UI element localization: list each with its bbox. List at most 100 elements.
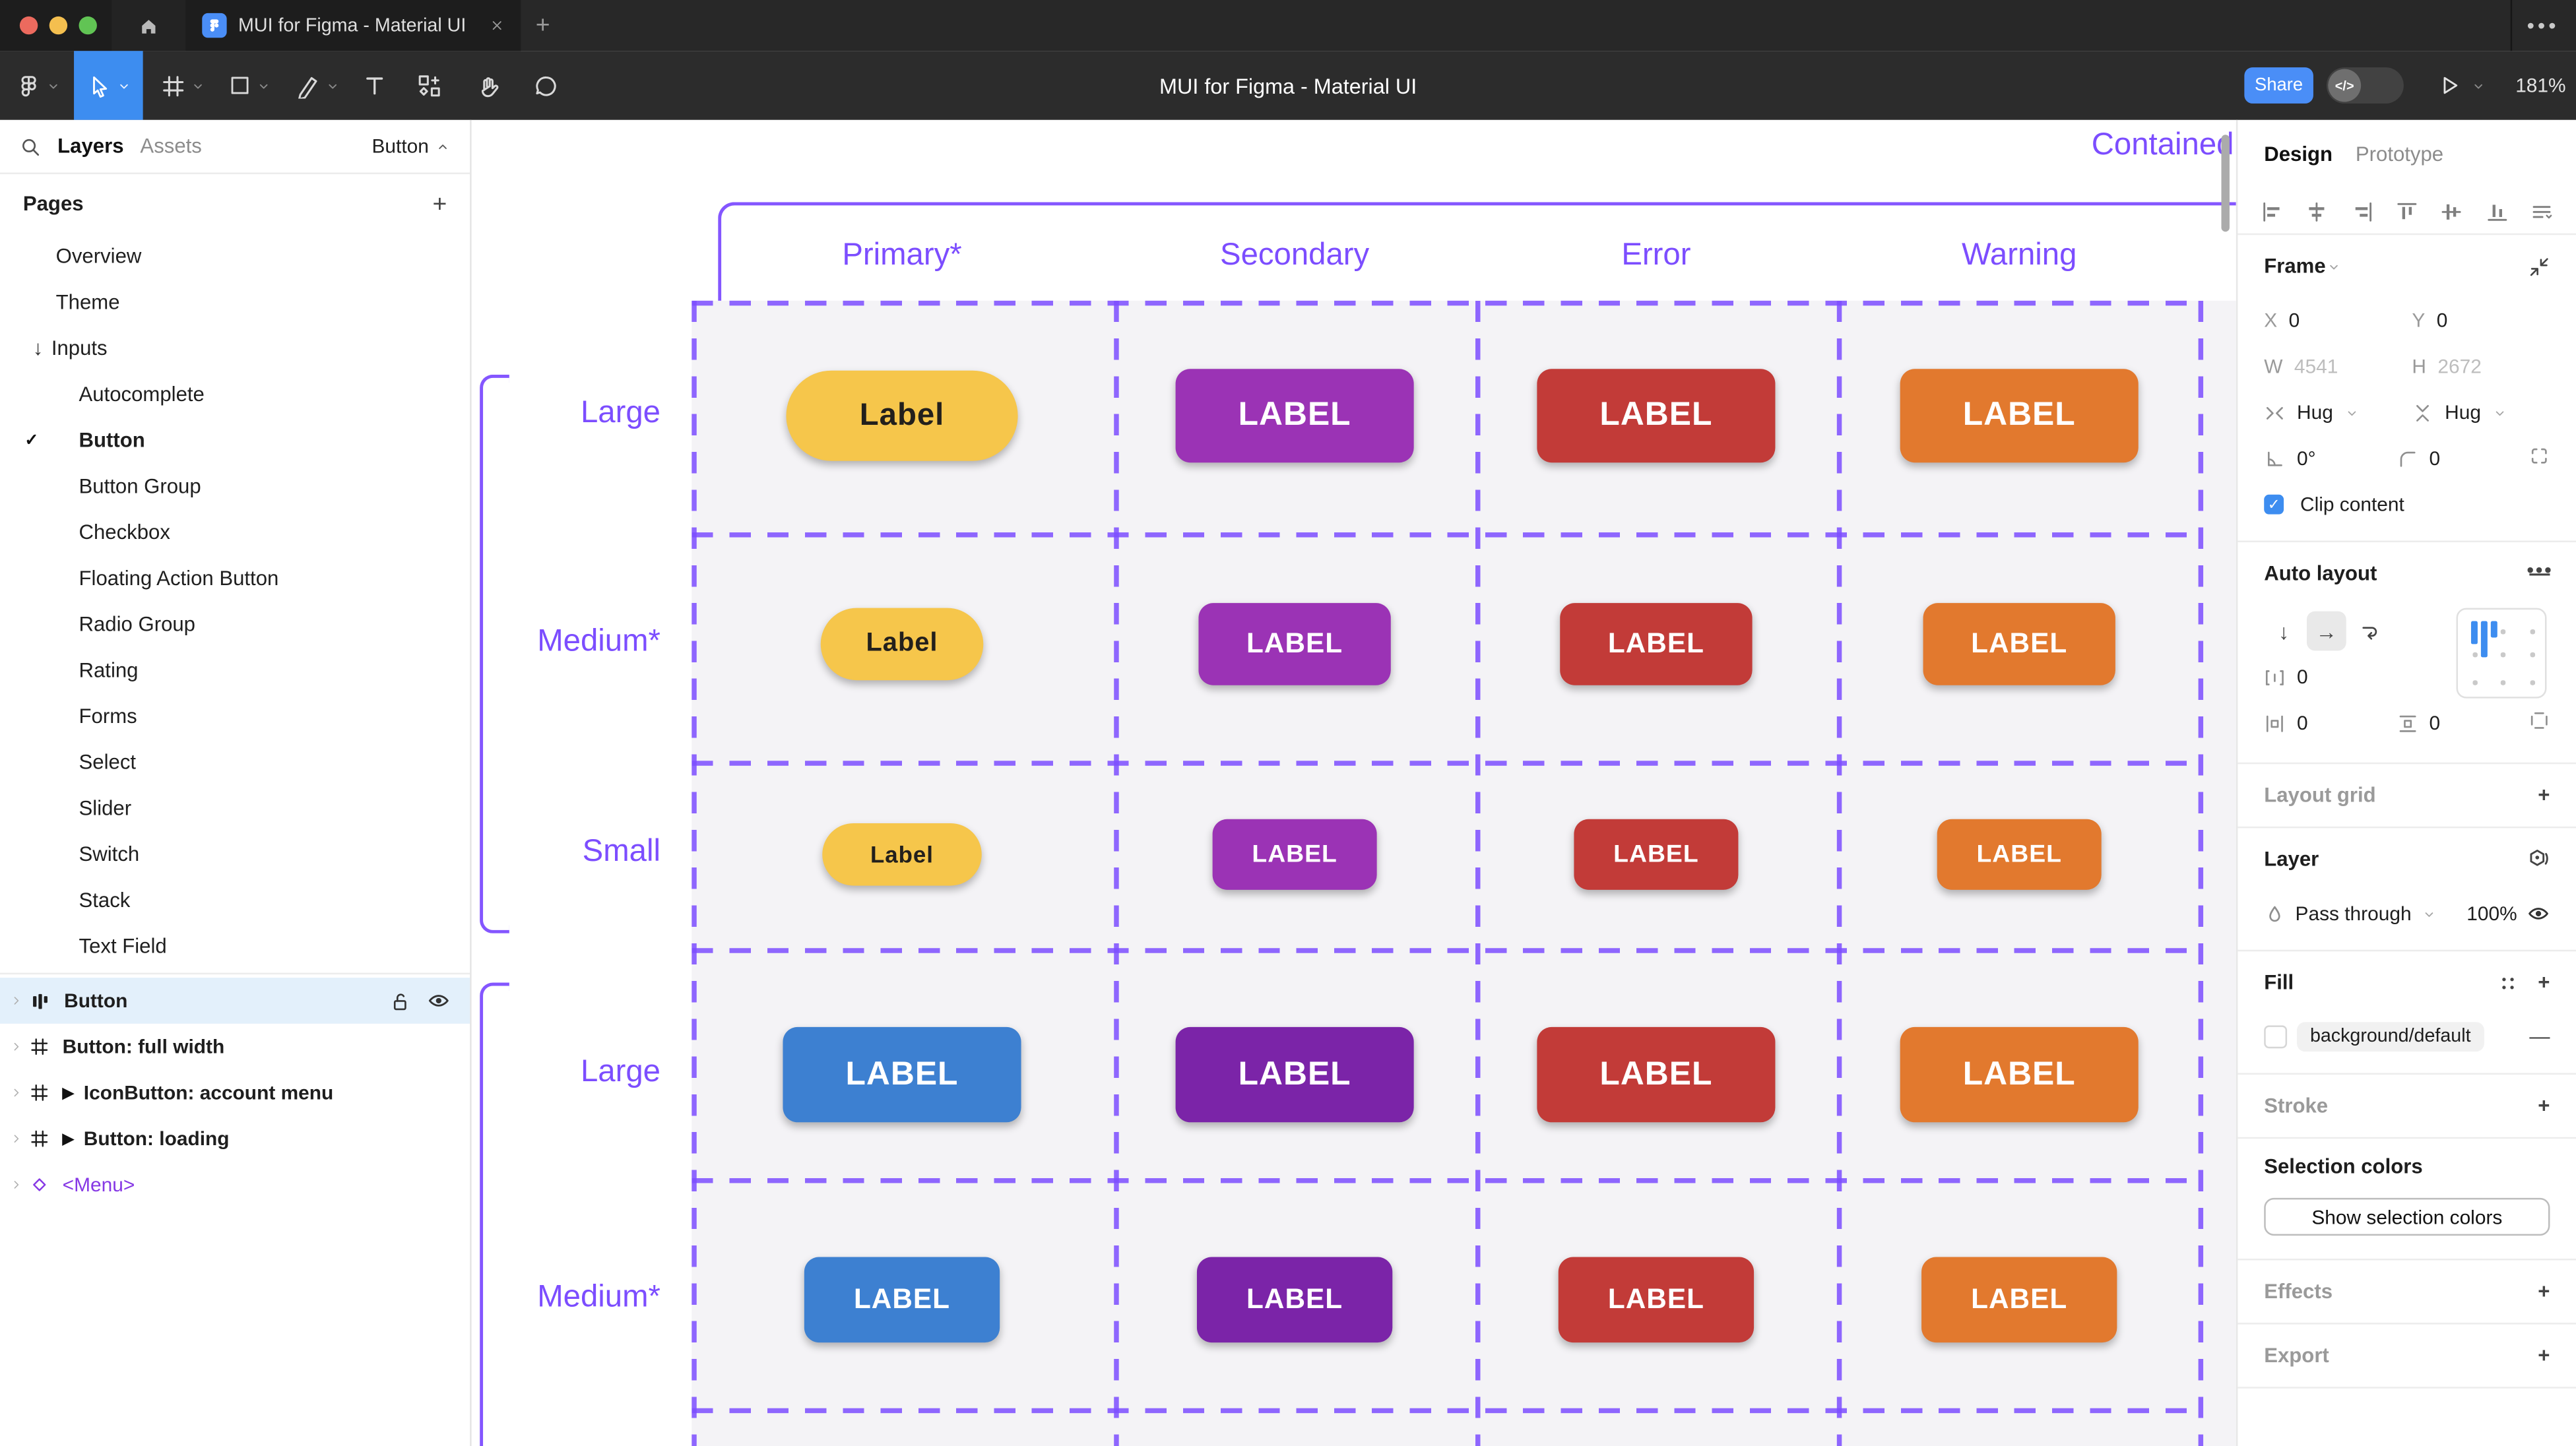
blend-mode-icon[interactable] [2527,848,2550,871]
layout-vertical-button[interactable]: ↓ [2278,618,2290,644]
hug-width-dropdown[interactable]: Hug [2264,401,2402,424]
button-grid-frame[interactable]: Label LABEL LABEL LABEL Label LABEL LABEL LABEL… [692,300,2236,1446]
page-item-rating[interactable]: Rating [0,647,470,693]
vertical-padding-field[interactable]: 0 [2397,712,2519,734]
eye-icon[interactable] [427,990,450,1013]
layer-row-button-loading[interactable]: ▶ Button: loading [0,1116,470,1162]
page-item-forms[interactable]: Forms [0,693,470,739]
document-tab[interactable]: MUI for Figma - Material UI [185,0,521,51]
page-item-select[interactable]: Select [0,739,470,786]
tab-layers[interactable]: Layers [57,135,124,158]
align-v-center-icon[interactable] [2440,200,2463,223]
opacity-value[interactable]: 100% [2466,902,2517,926]
rotation-field[interactable]: 0° [2264,447,2387,470]
main-menu-button[interactable] [16,51,61,120]
layout-horizontal-button[interactable]: → [2306,611,2346,651]
expand-chevron-icon[interactable] [10,1132,23,1145]
button-medium-secondary[interactable]: LABEL [1198,603,1391,685]
pen-tool-button[interactable] [296,51,340,120]
width-field[interactable]: W 4541 [2264,355,2338,378]
search-icon[interactable] [20,135,41,156]
button-medium-error[interactable]: LABEL [1558,1257,1755,1343]
text-tool-button[interactable] [363,51,386,120]
expand-chevron-icon[interactable] [10,994,23,1007]
independent-padding-icon[interactable] [2528,710,2550,731]
button-medium-warning[interactable]: LABEL [1923,603,2115,685]
page-item-floating-action-button[interactable]: Floating Action Button [0,555,470,602]
selection-jump-chip[interactable]: Button [371,135,450,158]
button-large-warning[interactable]: LABEL [1900,1026,2139,1123]
button-large-secondary[interactable]: LABEL [1175,369,1414,463]
chevron-down-icon[interactable] [2471,78,2486,92]
hug-height-dropdown[interactable]: Hug [2412,401,2550,424]
shape-tool-button[interactable] [228,51,271,120]
page-item-radio-group[interactable]: Radio Group [0,602,470,648]
align-left-icon[interactable] [2261,200,2284,223]
close-window-button[interactable] [19,16,38,35]
layer-row--menu-[interactable]: <Menu> [0,1162,470,1208]
blend-mode-dropdown[interactable]: Pass through [2295,902,2412,926]
maximize-window-button[interactable] [79,16,97,35]
hand-tool-button[interactable] [476,51,501,120]
align-top-icon[interactable] [2395,200,2418,223]
add-layout-grid-button[interactable]: + [2538,784,2550,807]
styles-icon[interactable] [2497,972,2518,993]
add-fill-button[interactable]: + [2538,971,2550,994]
align-bottom-icon[interactable] [2485,200,2508,223]
clip-content-checkbox[interactable]: ✓ [2264,494,2284,515]
button-large-warning[interactable]: LABEL [1900,369,2139,463]
new-tab-button[interactable]: + [535,11,550,40]
eye-icon[interactable] [2527,902,2550,926]
page-item-checkbox[interactable]: Checkbox [0,509,470,555]
button-small-primary[interactable]: Label [822,823,982,886]
page-item-inputs[interactable]: ↓ Inputs [0,325,470,371]
height-field[interactable]: H 2672 [2412,355,2482,378]
page-item-button-group[interactable]: Button Group [0,463,470,509]
button-small-secondary[interactable]: LABEL [1212,819,1377,890]
button-medium-secondary[interactable]: LABEL [1196,1257,1393,1343]
add-effect-button[interactable]: + [2538,1280,2550,1304]
add-page-button[interactable]: + [432,189,447,218]
button-medium-error[interactable]: LABEL [1560,603,1753,685]
page-item-button[interactable]: ✓ Button [0,418,470,464]
page-item-text-field[interactable]: Text Field [0,924,470,970]
align-right-icon[interactable] [2350,200,2373,223]
independent-corners-icon[interactable] [2528,445,2550,466]
share-button[interactable]: Share [2244,67,2313,104]
show-selection-colors-button[interactable]: Show selection colors [2264,1197,2550,1236]
window-more-menu[interactable]: ••• [2527,13,2560,38]
present-button[interactable] [2438,74,2461,97]
tidy-icon[interactable] [2530,200,2554,223]
tab-assets[interactable]: Assets [140,135,202,158]
item-spacing-field[interactable]: 0 [2264,666,2402,689]
page-item-stack[interactable]: Stack [0,877,470,924]
zoom-level[interactable]: 181% [2515,74,2566,97]
align-h-center-icon[interactable] [2305,200,2329,223]
layer-row-button-full-width[interactable]: Button: full width [0,1024,470,1070]
horizontal-padding-field[interactable]: 0 [2264,712,2387,734]
page-item-switch[interactable]: Switch [0,831,470,877]
button-large-error[interactable]: LABEL [1537,369,1776,463]
tab-design[interactable]: Design [2264,142,2333,166]
remove-fill-button[interactable]: — [2529,1025,2550,1049]
button-medium-primary[interactable]: LABEL [804,1257,1000,1343]
layout-wrap-button[interactable] [2350,612,2389,651]
page-item-overview[interactable]: Overview [0,234,470,280]
button-medium-warning[interactable]: LABEL [1921,1257,2117,1343]
unlock-icon[interactable] [389,990,410,1013]
expand-chevron-icon[interactable] [10,1040,23,1053]
page-item-autocomplete[interactable]: Autocomplete [0,371,470,418]
button-large-secondary[interactable]: LABEL [1175,1026,1414,1123]
minimize-window-button[interactable] [49,16,68,35]
move-tool-button[interactable] [74,51,143,120]
expand-chevron-icon[interactable] [10,1086,23,1099]
layer-row-iconbutton-account-menu[interactable]: ▶ IconButton: account menu [0,1070,470,1116]
comment-tool-button[interactable] [534,51,558,120]
remove-auto-layout-button[interactable]: — [2529,561,2550,585]
frame-title-contained[interactable]: Contained [2091,128,2234,163]
button-large-primary[interactable]: LABEL [783,1026,1021,1123]
canvas[interactable]: Contained Label LABEL LABEL LABEL Label LABEL… [471,119,2236,1446]
chevron-down-icon[interactable] [2326,259,2340,273]
